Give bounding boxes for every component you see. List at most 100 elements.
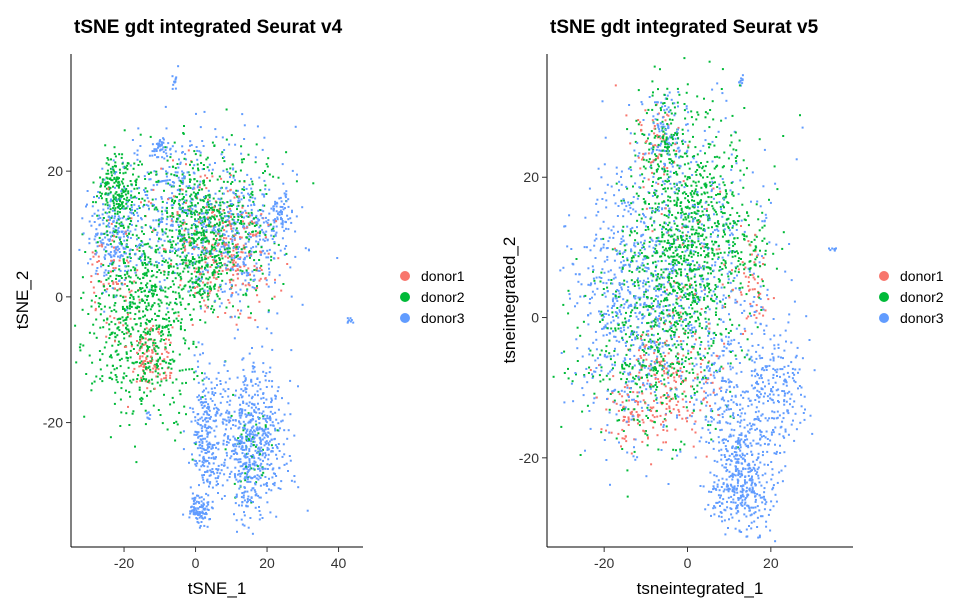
point-donor2 (193, 183, 196, 186)
point-donor3 (153, 150, 156, 153)
point-donor3 (261, 517, 264, 519)
point-donor2 (191, 264, 194, 267)
point-donor3 (115, 251, 118, 254)
point-donor1 (193, 248, 195, 251)
point-donor3 (215, 419, 217, 422)
point-donor3 (172, 184, 175, 187)
point-donor3 (246, 384, 249, 387)
point-donor2 (198, 189, 201, 192)
point-donor2 (197, 191, 199, 194)
point-donor2 (171, 396, 174, 399)
point-donor2 (103, 232, 106, 235)
point-donor3 (715, 393, 718, 396)
point-donor3 (214, 403, 216, 406)
point-donor3 (256, 427, 259, 430)
point-donor3 (148, 178, 151, 181)
point-donor3 (213, 472, 216, 475)
point-donor3 (199, 126, 202, 129)
point-donor3 (227, 216, 230, 219)
point-donor2 (169, 215, 172, 218)
point-donor1 (241, 251, 244, 254)
point-donor3 (202, 145, 205, 147)
point-donor2 (245, 465, 248, 468)
point-donor3 (213, 429, 216, 432)
point-donor2 (134, 281, 137, 284)
point-donor2 (264, 234, 267, 236)
point-donor3 (148, 238, 151, 241)
point-donor1 (625, 440, 628, 443)
point-donor2 (135, 461, 138, 464)
point-donor2 (183, 211, 186, 214)
point-donor3 (204, 471, 206, 474)
point-donor2 (113, 231, 116, 234)
point-donor1 (228, 279, 231, 281)
point-donor3 (732, 401, 735, 404)
point-donor2 (99, 358, 101, 361)
point-donor2 (247, 212, 250, 215)
point-donor3 (253, 460, 256, 463)
point-donor2 (146, 355, 149, 358)
point-donor1 (115, 281, 118, 284)
point-donor1 (205, 247, 208, 250)
point-donor2 (171, 308, 174, 311)
point-donor3 (118, 247, 121, 250)
point-donor2 (151, 292, 153, 295)
point-donor2 (136, 305, 139, 308)
point-donor3 (258, 467, 261, 470)
point-donor2 (250, 192, 253, 195)
point-donor3 (264, 419, 267, 422)
point-donor2 (671, 269, 674, 272)
point-donor2 (222, 241, 225, 244)
point-donor3 (246, 173, 249, 176)
point-donor3 (234, 443, 237, 446)
point-donor2 (138, 246, 141, 249)
point-donor2 (142, 310, 145, 313)
point-donor3 (293, 475, 296, 477)
point-donor2 (249, 196, 252, 199)
point-donor3 (224, 428, 227, 431)
point-donor1 (224, 312, 227, 314)
point-donor2 (139, 335, 142, 338)
point-donor1 (236, 277, 239, 280)
point-donor3 (199, 515, 202, 518)
point-donor2 (98, 305, 100, 308)
point-donor3 (191, 407, 194, 410)
point-donor2 (231, 218, 234, 221)
point-donor1 (256, 294, 259, 297)
point-donor2 (109, 275, 112, 278)
point-donor3 (263, 436, 266, 439)
point-donor2 (599, 353, 602, 356)
point-donor3 (192, 242, 194, 245)
point-donor3 (772, 484, 775, 487)
point-donor3 (202, 461, 205, 464)
point-donor3 (196, 396, 199, 399)
point-donor3 (234, 438, 237, 441)
point-donor2 (181, 173, 184, 176)
point-donor3 (189, 486, 192, 489)
point-donor2 (140, 396, 143, 399)
point-donor2 (96, 214, 99, 217)
point-donor1 (140, 201, 142, 204)
point-donor3 (129, 196, 132, 199)
point-donor1 (187, 149, 190, 152)
point-donor2 (122, 189, 124, 192)
point-donor2 (132, 173, 134, 176)
point-donor2 (174, 311, 177, 314)
point-donor1 (164, 248, 167, 251)
point-donor3 (227, 416, 230, 419)
point-donor2 (154, 312, 156, 315)
point-donor1 (114, 340, 116, 343)
point-donor3 (250, 414, 253, 416)
point-donor2 (161, 244, 164, 247)
point-donor2 (119, 211, 121, 214)
point-donor2 (260, 246, 263, 249)
point-donor2 (82, 344, 85, 347)
point-donor2 (134, 180, 137, 183)
point-donor3 (190, 144, 193, 147)
point-donor3 (275, 210, 278, 213)
point-donor1 (277, 257, 280, 260)
point-donor3 (252, 429, 255, 432)
point-donor3 (278, 467, 281, 470)
point-donor3 (203, 110, 206, 113)
point-donor3 (683, 186, 686, 189)
